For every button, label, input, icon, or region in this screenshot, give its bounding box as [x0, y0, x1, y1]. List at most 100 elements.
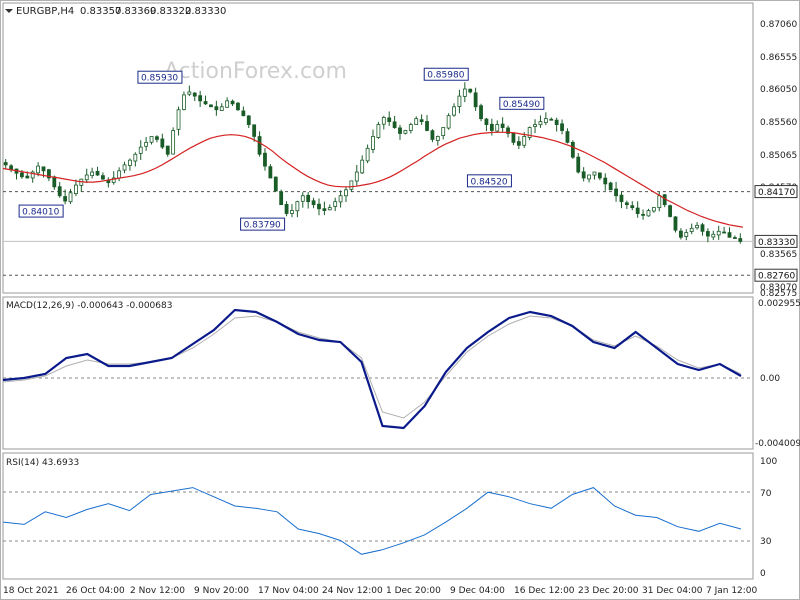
candle-body [209, 104, 213, 108]
price-annotation-label: 0.84010 [22, 208, 59, 218]
candle-body [171, 130, 176, 155]
moving-average-line [2, 131, 744, 228]
candle-body [214, 106, 219, 111]
candle-body [376, 124, 381, 138]
symbol-name: EURGBP,H4 [16, 6, 74, 17]
price-annotation-box [499, 96, 545, 110]
candle-body [549, 118, 554, 121]
candle-body [263, 152, 267, 167]
candle-body [711, 233, 716, 238]
watermark: ActionForex.com [164, 59, 347, 84]
candle-body [560, 123, 564, 131]
candle-body [273, 176, 278, 192]
candle-body [538, 121, 543, 126]
ohlc-high: 0.83369 [115, 6, 156, 17]
price-annotation-box [137, 70, 183, 84]
candle-body [187, 91, 192, 95]
candle-body [63, 196, 68, 202]
candle-body [435, 136, 440, 141]
ohlc-open: 0.83357 [80, 6, 121, 17]
price-annotation-box [423, 67, 469, 81]
x-tick-label: 2 Nov 12:00 [130, 586, 185, 596]
candle-body [527, 127, 532, 138]
candle-body [74, 184, 78, 194]
x-tick-label: 18 Oct 2021 [3, 586, 59, 596]
macd-panel [2, 296, 754, 450]
macd-y-tick: -0.004009 [755, 439, 800, 449]
rsi-y-tick: 100 [760, 457, 777, 467]
candle-body [3, 162, 8, 166]
rsi-y-axis: 100 70 30 0 [760, 457, 777, 579]
candle-body [360, 159, 365, 174]
candle-body [695, 224, 699, 229]
candle-body [462, 88, 467, 97]
price-y-tick: 0.83565 [760, 250, 797, 260]
x-tick-label: 16 Dec 12:00 [514, 586, 575, 596]
price-annotation-box [240, 217, 286, 231]
candle-body [732, 237, 737, 239]
price-y-tick: 0.82575 [760, 289, 797, 299]
candle-body [473, 92, 478, 108]
candle-body [68, 192, 73, 203]
candle-body [268, 166, 273, 179]
rsi-y-tick: 0 [760, 569, 766, 579]
candle-body [457, 95, 462, 107]
candle-body [403, 130, 408, 134]
price-annotations: 0.84010 0.85930 0.83790 0.85980 0.84520 0.854… [18, 67, 545, 231]
x-tick-label: 24 Nov 12:00 [322, 586, 383, 596]
candle-body [705, 231, 710, 237]
candle-body [522, 136, 527, 146]
price-y-tick: 0.83070 [760, 283, 797, 293]
candle-body [722, 231, 726, 234]
candle-body [414, 118, 419, 125]
candle-body [576, 156, 581, 173]
candle-body [516, 141, 521, 146]
candle-body [484, 118, 489, 125]
candle-body [489, 123, 494, 131]
candle-body [295, 201, 300, 212]
candle-body [371, 136, 375, 150]
candle-body [479, 105, 483, 120]
candle-body [230, 100, 235, 105]
macd-title: MACD(12,26,9) -0.000643 -0.000683 [6, 301, 172, 311]
candle-body [392, 121, 397, 128]
candle-body [624, 202, 629, 206]
candle-body [138, 146, 143, 154]
candle-body [543, 118, 548, 123]
price-annotation-label: 0.85490 [503, 100, 540, 110]
candle-body [290, 210, 294, 214]
candle-body [225, 100, 230, 108]
price-candles [3, 82, 743, 244]
candle-body [587, 174, 591, 180]
candle-body [630, 205, 635, 209]
x-tick-label: 31 Dec 04:00 [642, 586, 703, 596]
candle-body [176, 109, 181, 130]
macd-main-line [2, 308, 742, 430]
candle-body [689, 227, 694, 232]
price-y-tick: 0.85560 [760, 118, 797, 128]
candle-body [349, 180, 354, 190]
candle-body [144, 141, 149, 147]
candle-body [614, 188, 618, 197]
price-y-axis: 0.87060 0.86555 0.86050 0.85560 0.85065 … [760, 20, 797, 299]
level-value-tag [754, 268, 798, 282]
candle-body [257, 136, 262, 155]
ohlc-close: 0.83330 [185, 6, 226, 17]
candle-body [47, 169, 51, 179]
rsi-title: RSI(14) 43.6933 [6, 458, 79, 468]
candle-body [284, 203, 289, 214]
x-tick-label: 26 Oct 04:00 [66, 586, 125, 596]
candle-body [327, 207, 332, 211]
candle-body [41, 166, 46, 172]
price-level-lines: 0.84170 0.82760 0.83330 [3, 185, 798, 282]
candle-body [565, 131, 570, 143]
candle-body [430, 130, 435, 140]
candle-body [641, 213, 645, 216]
candle-body [306, 194, 311, 203]
candle-body [506, 127, 510, 134]
collapse-triangle-icon [5, 9, 13, 13]
x-tick-label: 1 Dec 20:00 [386, 586, 441, 596]
candle-body [738, 238, 743, 242]
candle-body [241, 110, 246, 117]
candle-body [657, 195, 662, 209]
